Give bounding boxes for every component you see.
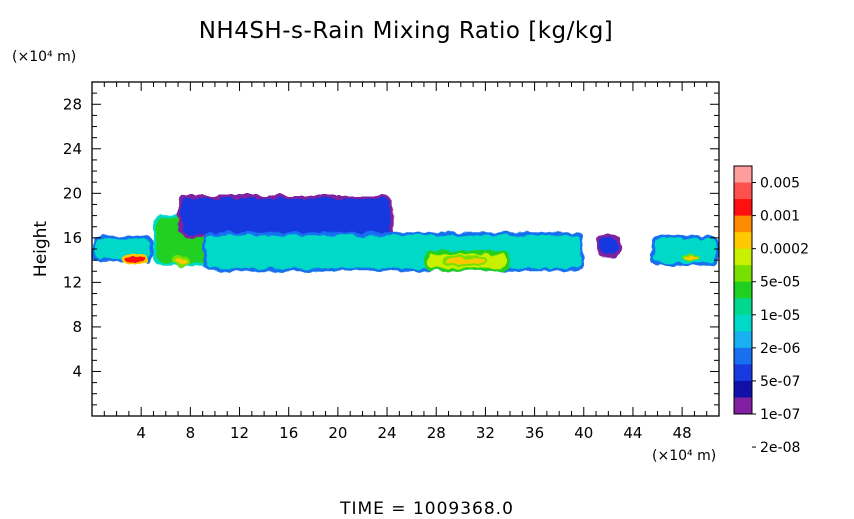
data-field-layer bbox=[92, 195, 719, 272]
x-tick-label: 32 bbox=[476, 424, 495, 442]
colorbar-swatch bbox=[734, 232, 752, 250]
field-region-core bbox=[205, 235, 581, 269]
x-tick-label: 40 bbox=[574, 424, 593, 442]
x-tick-label: 20 bbox=[328, 424, 347, 442]
x-tick-label: 36 bbox=[525, 424, 544, 442]
y-tick-label: 12 bbox=[63, 273, 82, 291]
colorbar-level-label: 0.001 bbox=[760, 209, 800, 225]
x-axis-unit: (×10⁴ m) bbox=[652, 448, 716, 464]
colorbar-swatch bbox=[734, 298, 752, 316]
field-region-core bbox=[174, 257, 188, 263]
x-tick-label: 44 bbox=[623, 424, 642, 442]
x-tick-label: 16 bbox=[279, 424, 298, 442]
colorbar: 0.005 0.001 0.0002 5e-05 1e-05 2e-06 5e-07 1e-0… bbox=[733, 165, 809, 456]
y-tick-label: 20 bbox=[63, 184, 82, 202]
colorbar-swatch bbox=[734, 331, 752, 349]
colorbar-level-label: 2e-06 bbox=[760, 341, 800, 357]
colorbar-level-label: 1e-05 bbox=[760, 308, 800, 324]
y-tick-label: 4 bbox=[72, 362, 82, 380]
field-region-core bbox=[181, 198, 391, 235]
field-region-core bbox=[654, 238, 716, 263]
colorbar-swatch bbox=[734, 199, 752, 216]
x-tick-label: 12 bbox=[230, 424, 249, 442]
colorbar-level-label: 5e-05 bbox=[760, 275, 800, 291]
y-tick-label: 16 bbox=[63, 229, 82, 247]
colorbar-swatch bbox=[734, 248, 752, 266]
colorbar-swatch bbox=[734, 215, 752, 233]
colorbar-swatch bbox=[734, 380, 752, 398]
y-tick-label: 24 bbox=[63, 140, 82, 158]
x-tick-label: 8 bbox=[186, 424, 196, 442]
colorbar-level-label: 5e-07 bbox=[760, 374, 800, 390]
field-region-core bbox=[683, 255, 700, 259]
colorbar-swatch bbox=[734, 347, 752, 365]
x-tick-label: 28 bbox=[427, 424, 446, 442]
colorbar-swatch bbox=[734, 397, 752, 415]
y-axis-label: Height bbox=[31, 221, 51, 278]
y-axis-unit: (×10⁴ m) bbox=[12, 49, 76, 65]
colorbar-level-label: 0.0002 bbox=[760, 242, 809, 258]
field-region-core bbox=[125, 255, 145, 261]
field-region-core bbox=[599, 237, 618, 254]
colorbar-swatch bbox=[734, 182, 752, 200]
colorbar-swatch bbox=[734, 265, 752, 283]
colorbar-swatch bbox=[734, 281, 752, 299]
x-tick-label: 48 bbox=[673, 424, 692, 442]
chart-title: NH4SH-s-Rain Mixing Ratio [kg/kg] bbox=[199, 18, 614, 44]
colorbar-frame bbox=[733, 165, 753, 415]
colorbar-swatch bbox=[734, 364, 752, 382]
x-tick-label: 4 bbox=[136, 424, 146, 442]
y-tick-label: 8 bbox=[72, 318, 82, 336]
colorbar-level-label: 2e-08 bbox=[760, 440, 800, 456]
colorbar-swatch bbox=[734, 314, 752, 332]
time-footer: TIME = 1009368.0 bbox=[339, 499, 514, 519]
y-tick-label: 28 bbox=[63, 95, 82, 113]
colorbar-level-label: 0.005 bbox=[760, 176, 800, 192]
field-region-core bbox=[444, 258, 483, 264]
colorbar-swatch bbox=[734, 166, 752, 183]
x-tick-label: 24 bbox=[378, 424, 397, 442]
colorbar-level-label: 1e-07 bbox=[760, 407, 800, 423]
